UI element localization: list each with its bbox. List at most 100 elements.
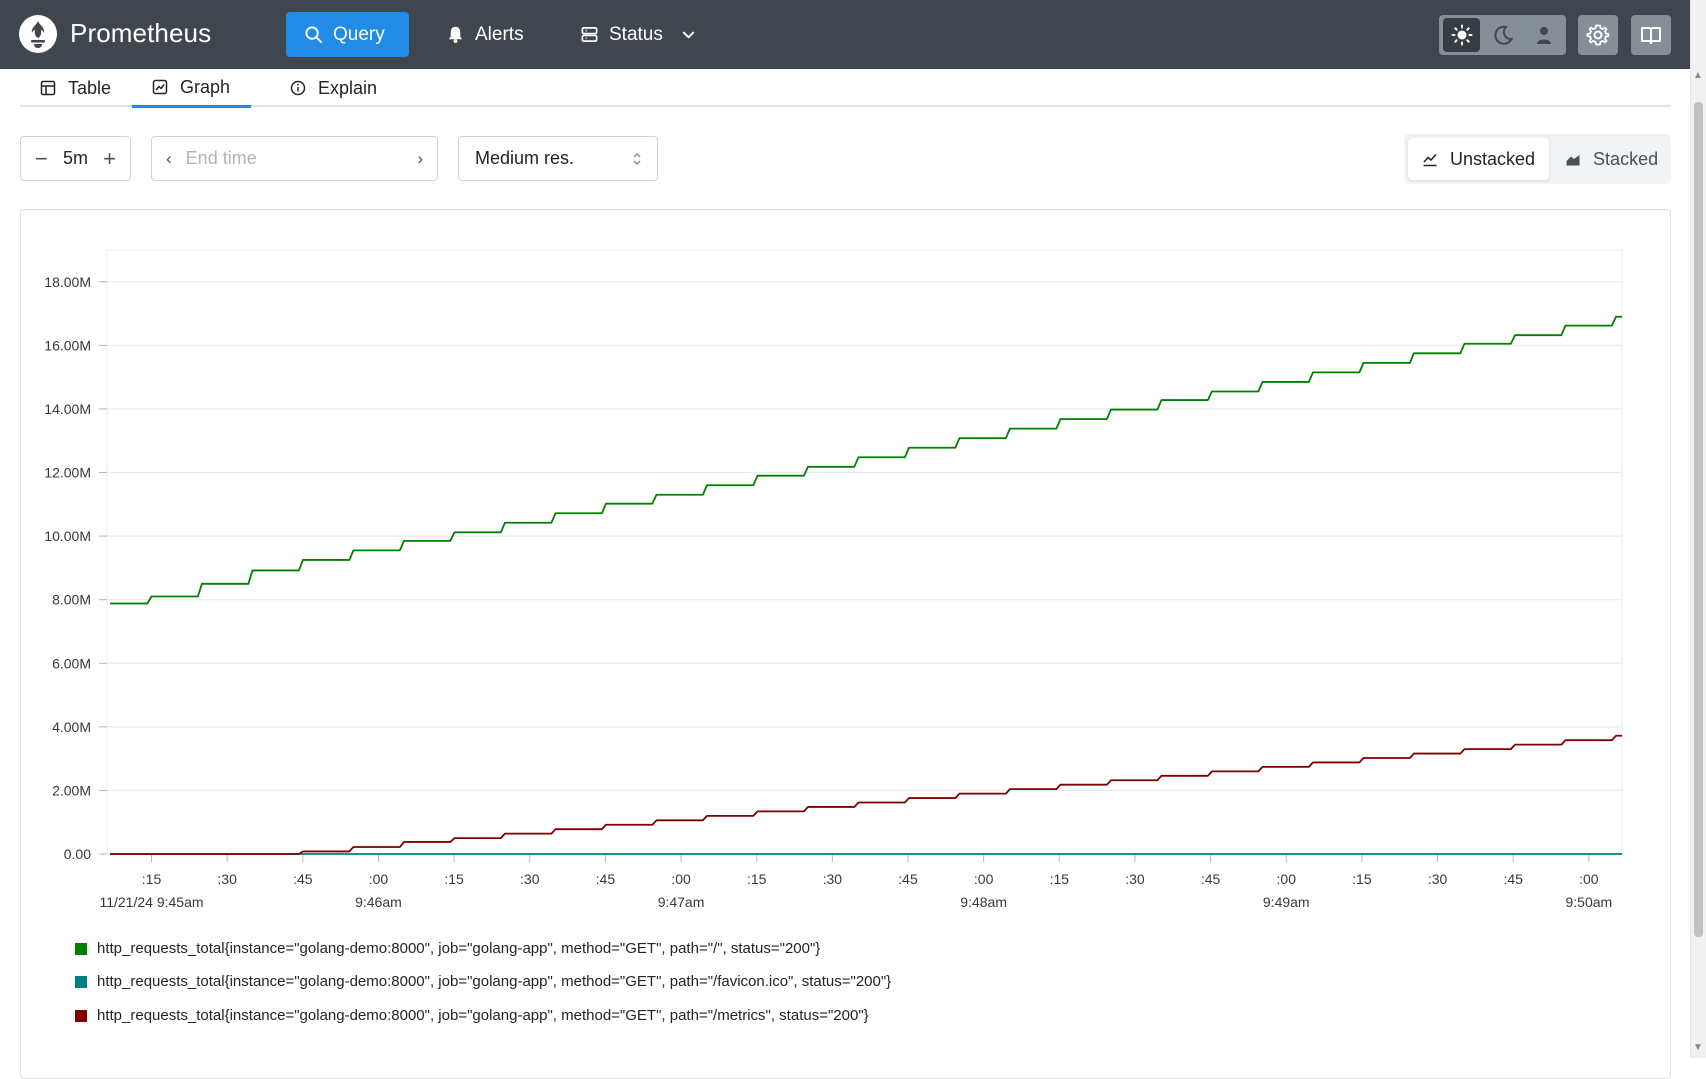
y-tick-label: 14.00M [44,401,91,417]
nav-alerts-button[interactable]: Alerts [428,12,542,57]
light-theme-button[interactable] [1443,18,1480,52]
x-tick-label: :00 [1277,871,1297,887]
plot-area [106,249,1623,855]
x-tick-label: :30 [1428,871,1448,887]
resolution-select[interactable]: Medium res. [458,136,658,181]
area-chart-icon [1566,155,1580,166]
nav-status-label: Status [609,23,663,45]
top-navbar: Prometheus Query Alerts Status [0,0,1690,69]
nav-alerts-label: Alerts [475,23,524,45]
x-tick-label: :30 [1125,871,1145,887]
x-date-label: 9:46am [355,894,402,910]
x-tick-label: :30 [520,871,540,887]
y-tick-label: 16.00M [44,337,91,353]
documentation-button[interactable] [1631,15,1671,55]
book-icon [1641,27,1661,44]
line-chart-icon [1423,153,1437,167]
scroll-down-arrow[interactable]: ▼ [1693,1042,1703,1053]
x-tick-label: :45 [596,871,616,887]
x-tick-label: :45 [898,871,918,887]
x-date-label: 9:48am [960,894,1007,910]
x-tick-label: :00 [974,871,994,887]
x-tick-label: :15 [1050,871,1070,887]
y-tick-label: 4.00M [52,719,91,735]
decrease-range-button[interactable]: − [35,145,48,171]
y-tick-label: 12.00M [44,465,91,481]
x-tick-label: :15 [1352,871,1372,887]
user-icon [1536,27,1551,44]
nav-status-dropdown[interactable]: Status [562,12,716,57]
nav-query-button[interactable]: Query [286,12,409,57]
tab-graph-label: Graph [180,76,231,97]
range-input-group: − 5m + [20,136,131,181]
auto-theme-button[interactable] [1525,18,1562,52]
legend-swatch [75,975,87,988]
y-tick-label: 2.00M [52,782,91,798]
bell-icon [448,26,463,44]
next-time-chevron-icon[interactable]: › [417,148,423,168]
tab-explain-label: Explain [318,77,378,98]
y-tick-label: 10.00M [44,528,91,544]
tab-explain[interactable]: Explain [270,69,397,107]
y-tick-label: 6.00M [52,655,91,671]
server-icon [581,26,598,43]
x-tick-label: :15 [747,871,767,887]
x-tick-label: :45 [1503,871,1523,887]
x-date-label: 11/21/24 9:45am [99,894,203,910]
gear-icon [1586,24,1610,46]
x-date-label: 9:50am [1565,894,1612,910]
y-tick-label: 8.00M [52,592,91,608]
x-date-label: 9:47am [658,894,705,910]
sun-icon [1451,24,1472,46]
search-icon [305,26,323,44]
end-time-input-group: ‹ End time › [151,136,438,181]
x-tick-label: :00 [671,871,691,887]
tab-graph[interactable]: Graph [132,69,251,108]
unstacked-option[interactable]: Unstacked [1408,138,1550,180]
nav-query-label: Query [333,23,385,45]
x-tick-label: :45 [1201,871,1221,887]
legend-swatch [75,1009,87,1022]
table-icon [40,80,56,96]
x-tick-label: :15 [142,871,162,887]
previous-time-chevron-icon[interactable]: ‹ [166,148,172,168]
legend-item-root[interactable]: http_requests_total{instance="golang-dem… [75,940,820,957]
scrollbar-thumb[interactable] [1694,102,1703,937]
x-tick-label: :45 [293,871,313,887]
unstacked-label: Unstacked [1450,148,1536,169]
x-tick-label: :30 [217,871,237,887]
app-title[interactable]: Prometheus [70,18,212,48]
stacked-label: Stacked [1593,148,1659,169]
resolution-value: Medium res. [475,148,575,168]
series-line [110,734,1622,855]
theme-switcher [1439,15,1566,55]
panel-tabs: Table Graph Explain [20,69,1671,108]
x-tick-label: :15 [444,871,464,887]
up-down-chevron-icon [633,152,641,165]
time-series-chart[interactable]: 0.00 2.00M 4.00M 6.00M 8.00M 10.00M 12.00M 14.0… [21,210,1672,930]
chart-icon [152,79,168,95]
y-tick-label: 18.00M [44,274,91,290]
legend-label: http_requests_total{instance="golang-dem… [97,973,892,990]
end-time-input[interactable]: End time [185,148,257,168]
x-tick-label: :30 [823,871,843,887]
legend-label: http_requests_total{instance="golang-dem… [97,940,821,957]
range-value[interactable]: 5m [62,148,88,168]
stack-mode-toggle: Unstacked Stacked [1404,134,1671,184]
legend-label: http_requests_total{instance="golang-dem… [97,1007,869,1024]
x-date-label: 9:49am [1263,894,1310,910]
scroll-up-arrow[interactable]: ▲ [1693,70,1703,81]
dark-theme-button[interactable] [1484,18,1521,52]
info-icon [290,80,306,96]
moon-icon [1493,25,1513,45]
tab-table-label: Table [68,77,112,98]
stacked-option[interactable]: Stacked [1551,138,1672,180]
x-tick-label: :00 [1579,871,1599,887]
legend-item-favicon[interactable]: http_requests_total{instance="golang-dem… [75,973,891,990]
y-tick-label: 0.00 [64,846,91,862]
tab-table[interactable]: Table [20,69,131,107]
settings-button[interactable] [1578,15,1618,55]
prometheus-logo-icon[interactable] [18,14,58,54]
legend-item-metrics[interactable]: http_requests_total{instance="golang-dem… [75,1007,869,1024]
increase-range-button[interactable]: + [103,145,116,171]
